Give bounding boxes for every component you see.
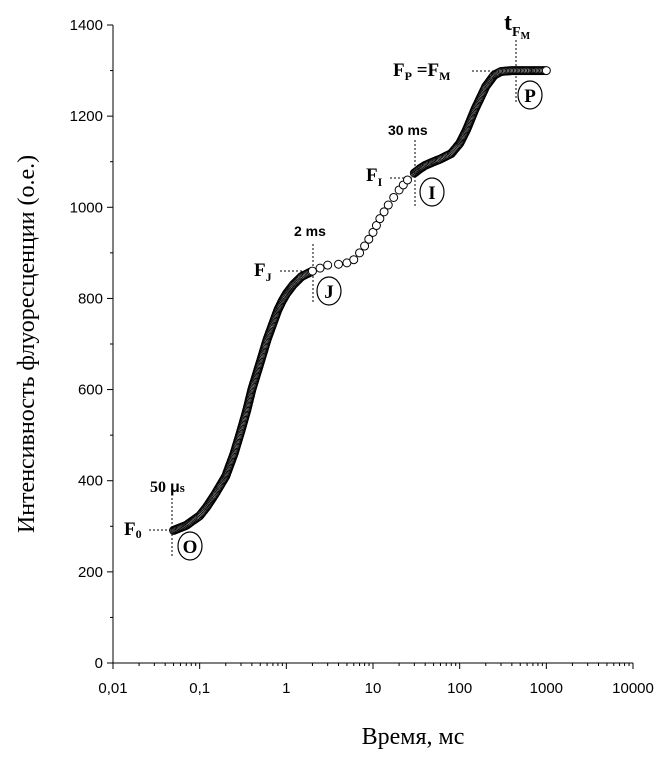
data-point: [323, 260, 333, 270]
y-axis-ticks: 0 200 400 600 800 1000 1200 1400: [70, 17, 113, 672]
data-point: [364, 234, 374, 244]
x-tick-label: 1: [282, 680, 290, 697]
point-j-circle: [316, 276, 342, 306]
y-tick-label: 400: [78, 473, 103, 490]
data-point: [383, 200, 393, 210]
data-point: [360, 241, 370, 251]
fp-fm-label: FP =FM: [393, 60, 450, 83]
time-label-50us: 50 μs: [150, 479, 185, 496]
y-tick-label: 0: [95, 655, 103, 672]
x-tick-label: 1000: [530, 680, 563, 697]
y-tick-label: 600: [78, 382, 103, 399]
phase-markers: [177, 80, 543, 561]
point-p-label: P: [524, 86, 536, 107]
point-j-label: J: [324, 282, 334, 303]
x-tick-label: 0,1: [189, 680, 210, 697]
time-label-2ms: 2 ms: [294, 223, 326, 239]
data-point: [379, 207, 389, 217]
x-tick-label: 10000: [612, 680, 654, 697]
y-axis-title: Интенсивность флуоресценции (о.е.): [14, 155, 40, 533]
y-tick-label: 1400: [70, 17, 103, 34]
y-tick-label: 800: [78, 290, 103, 307]
data-point: [334, 259, 344, 269]
data-point: [541, 66, 551, 76]
x-axis-ticks: 0,01 0,1 1 10 100 1000 10000: [98, 663, 654, 697]
data-point: [307, 266, 317, 276]
data-point: [375, 214, 385, 224]
y-tick-label: 1200: [70, 108, 103, 125]
data-point: [349, 255, 359, 265]
point-p-circle: [517, 80, 543, 110]
time-label-30ms: 30 ms: [388, 122, 428, 138]
point-o-circle: [177, 531, 203, 561]
data-point: [402, 175, 412, 185]
y-tick-label: 200: [78, 564, 103, 581]
point-i-label: I: [428, 183, 435, 204]
fj-label: FJ: [254, 260, 272, 284]
f0-label: F0: [124, 519, 142, 541]
point-o-label: O: [183, 537, 198, 558]
point-i-circle: [419, 177, 445, 207]
x-tick-label: 0,01: [98, 680, 127, 697]
x-tick-label: 100: [447, 680, 472, 697]
data-points: [169, 66, 551, 535]
data-point: [389, 192, 399, 202]
fi-label: FI: [366, 165, 383, 189]
x-axis-title: Время, мс: [362, 724, 465, 750]
x-tick-label: 10: [365, 680, 382, 697]
data-point: [315, 263, 325, 273]
y-tick-label: 1000: [70, 199, 103, 216]
data-point: [355, 248, 365, 258]
tfm-label: tFM: [504, 10, 531, 42]
